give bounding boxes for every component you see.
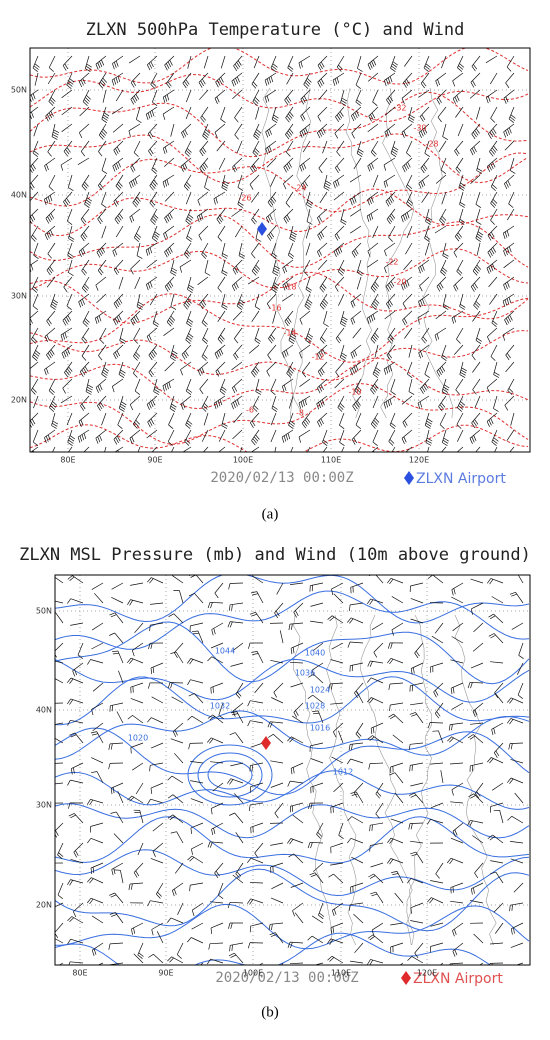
lon-label: 110E bbox=[331, 969, 351, 978]
lon-label: 120E bbox=[417, 969, 437, 978]
panel-title: ZLXN 500hPa Temperature (°C) and Wind bbox=[86, 20, 465, 40]
lat-label: 40N bbox=[36, 706, 52, 715]
panel-title: ZLXN MSL Pressure (mb) and Wind (10m abo… bbox=[19, 545, 531, 565]
lat-label: 50N bbox=[36, 607, 52, 616]
lat-label: 20N bbox=[11, 396, 27, 405]
contour-label: -16 bbox=[268, 304, 281, 313]
contour-label: 1020 bbox=[128, 734, 148, 743]
contour-label: -8 bbox=[296, 409, 304, 418]
wind-barb bbox=[250, 883, 263, 884]
contour-label: -14 bbox=[283, 329, 296, 338]
contour-label: -32 bbox=[393, 104, 406, 113]
contour-label: -26 bbox=[238, 194, 251, 203]
lat-label: 40N bbox=[11, 191, 27, 200]
contour-label: -28 bbox=[425, 140, 438, 149]
lon-label: 100E bbox=[243, 969, 263, 978]
contour-label: -10 bbox=[348, 388, 361, 397]
legend-label: ZLXN Airport bbox=[416, 471, 506, 487]
lat-label: 20N bbox=[36, 901, 52, 910]
lat-label: 50N bbox=[11, 86, 27, 95]
contour-label: 1040 bbox=[305, 649, 325, 658]
contour-label: 1036 bbox=[295, 669, 315, 678]
contour-label: 1032 bbox=[210, 702, 230, 711]
lon-label: 100E bbox=[233, 456, 253, 465]
lon-label: 120E bbox=[409, 456, 429, 465]
caption: (b) bbox=[261, 1004, 279, 1020]
lon-label: 80E bbox=[60, 456, 75, 465]
contour-label: 1044 bbox=[215, 647, 235, 656]
lon-label: 90E bbox=[158, 969, 173, 978]
contour-label: -24 bbox=[293, 184, 306, 193]
contour-label: -12 bbox=[311, 353, 324, 362]
contour-label: -30 bbox=[413, 124, 426, 133]
caption: (a) bbox=[262, 506, 279, 522]
lat-label: 30N bbox=[11, 292, 27, 301]
timestamp: 2020/02/13 00:00Z bbox=[210, 470, 353, 486]
lon-label: 90E bbox=[147, 456, 162, 465]
contour-label: 1012 bbox=[333, 768, 353, 777]
contour-label: -22 bbox=[385, 258, 398, 267]
contour-label: -6 bbox=[246, 406, 254, 415]
contour-label: -18 bbox=[283, 283, 296, 292]
contour-label: 1028 bbox=[305, 702, 325, 711]
contour-label: 1016 bbox=[310, 724, 330, 733]
lon-label: 80E bbox=[72, 969, 87, 978]
contour-label: -20 bbox=[393, 278, 406, 287]
lat-label: 30N bbox=[36, 801, 52, 810]
lon-label: 110E bbox=[321, 456, 341, 465]
contour-label: 1024 bbox=[310, 686, 330, 695]
